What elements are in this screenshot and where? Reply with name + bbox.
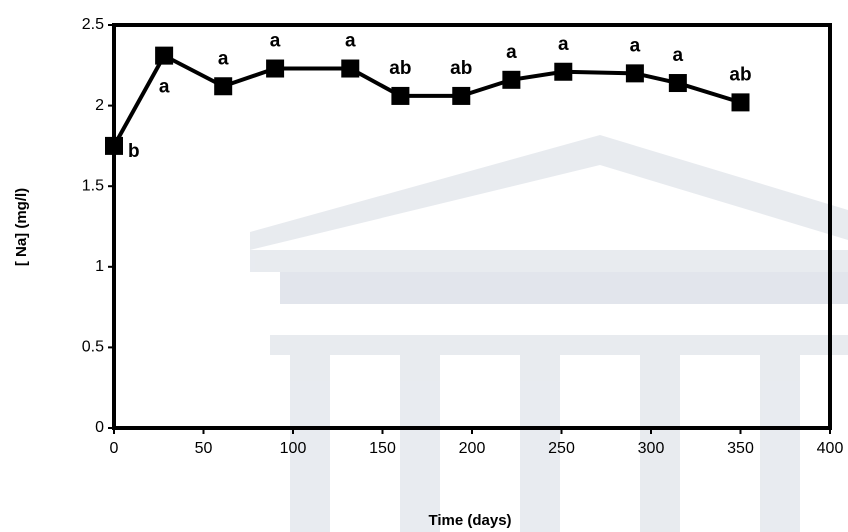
y-tick-label: 1 [95, 258, 104, 275]
x-axis-label: Time (days) [428, 512, 511, 529]
x-tick-label: 150 [369, 440, 396, 457]
marker [731, 93, 750, 112]
marker [502, 70, 521, 89]
x-tick-label: 300 [638, 440, 665, 457]
y-tick-label: 1.5 [82, 177, 104, 194]
annotation: ab [729, 64, 751, 85]
annotation: a [630, 35, 641, 56]
annotation: a [558, 34, 569, 55]
marker [554, 62, 573, 81]
annotation: a [506, 42, 517, 63]
y-tick-label: 2.5 [82, 16, 104, 33]
marker [155, 46, 174, 65]
watermark [250, 135, 848, 532]
line [112, 52, 742, 147]
annotation: a [673, 45, 684, 66]
marker [341, 59, 360, 78]
x-tick-label: 0 [110, 440, 119, 457]
marker [266, 59, 285, 78]
y-tick-label: 2 [95, 97, 104, 114]
x-tick-label: 350 [727, 440, 754, 457]
annotation: a [270, 31, 281, 52]
marker [452, 86, 471, 105]
marker [391, 86, 410, 105]
x-tick-label: 400 [817, 440, 844, 457]
marker [214, 77, 233, 96]
y-tick-label: 0.5 [82, 339, 104, 356]
x-tick-label: 100 [280, 440, 307, 457]
marker [625, 64, 644, 83]
marker [105, 136, 123, 155]
x-tick-label: 200 [459, 440, 486, 457]
marker [668, 74, 687, 93]
x-tick-label: 250 [548, 440, 575, 457]
annotation: a [159, 77, 170, 98]
annotation: ab [389, 58, 411, 79]
annotation: a [345, 31, 356, 52]
y-tick-label: 0 [95, 419, 104, 436]
annotation: a [218, 48, 229, 69]
annotation: ab [450, 58, 472, 79]
x-tick-label: 50 [195, 440, 213, 457]
y-axis-label: [ Na] (mg/l) [13, 188, 30, 266]
annotation: b [128, 141, 140, 162]
